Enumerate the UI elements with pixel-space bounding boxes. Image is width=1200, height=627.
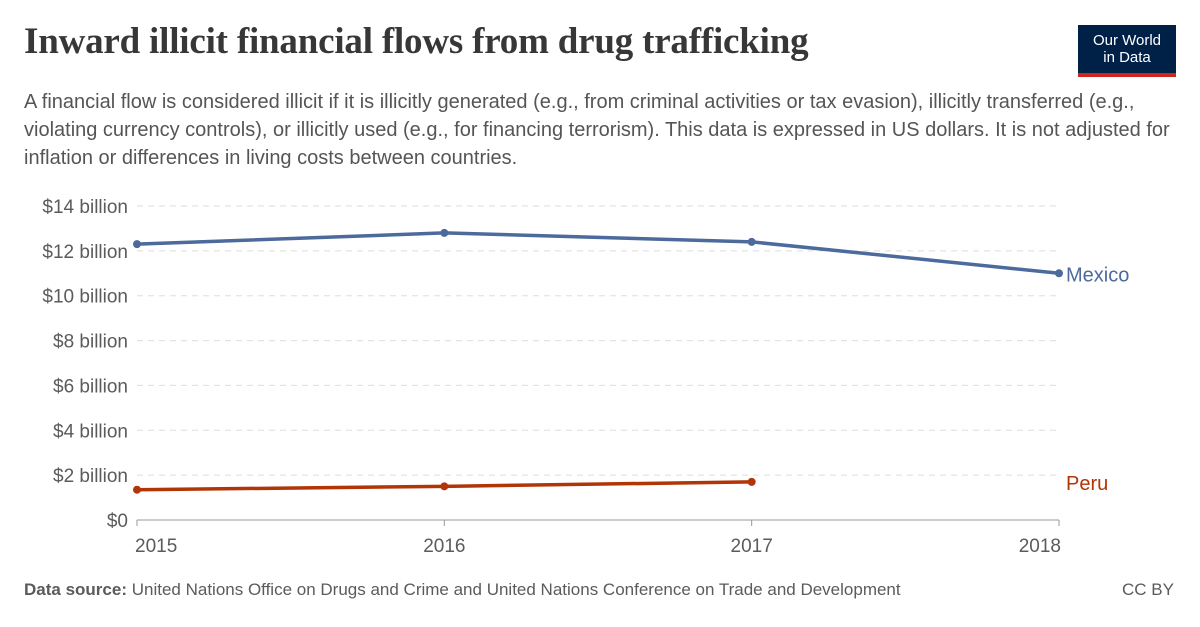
- data-point-mexico: [133, 240, 141, 249]
- data-point-mexico: [747, 237, 756, 246]
- y-tick-label: $10 billion: [42, 287, 128, 308]
- data-source-label: Data source:: [24, 580, 127, 599]
- x-tick-label: 2015: [135, 536, 177, 557]
- logo-line-2: in Data: [1103, 49, 1151, 66]
- chart-subtitle: A financial flow is considered illicit i…: [24, 91, 1170, 169]
- data-point-mexico: [440, 228, 449, 237]
- series-label-peru: Peru: [1066, 473, 1108, 495]
- license-link[interactable]: CC BY: [1122, 580, 1174, 599]
- y-tick-label: $6 billion: [53, 376, 128, 397]
- series-label-mexico: Mexico: [1066, 264, 1129, 286]
- data-point-mexico: [1055, 269, 1063, 278]
- owid-logo[interactable]: Our World in Data: [1078, 25, 1176, 77]
- y-tick-label: $8 billion: [53, 332, 128, 353]
- y-tick-label: $0: [107, 511, 128, 532]
- x-tick-label: 2016: [423, 536, 465, 557]
- series-line-mexico: [135, 231, 1061, 276]
- x-tick-label: 2018: [1019, 536, 1061, 557]
- data-point-peru: [133, 485, 141, 494]
- chart-title: Inward illicit financial flows from drug…: [24, 21, 809, 62]
- y-tick-label: $12 billion: [42, 242, 128, 263]
- x-tick-label: 2017: [731, 536, 773, 557]
- y-tick-label: $4 billion: [53, 421, 128, 442]
- data-point-peru: [440, 482, 449, 491]
- data-point-peru: [747, 477, 756, 486]
- y-tick-label: $2 billion: [53, 466, 128, 487]
- logo-line-1: Our World: [1092, 32, 1162, 49]
- y-tick-label: $14 billion: [42, 197, 128, 218]
- data-source-text[interactable]: United Nations Office on Drugs and Crime…: [131, 580, 901, 599]
- data-source: Data source: United Nations Office on Dr…: [24, 580, 901, 600]
